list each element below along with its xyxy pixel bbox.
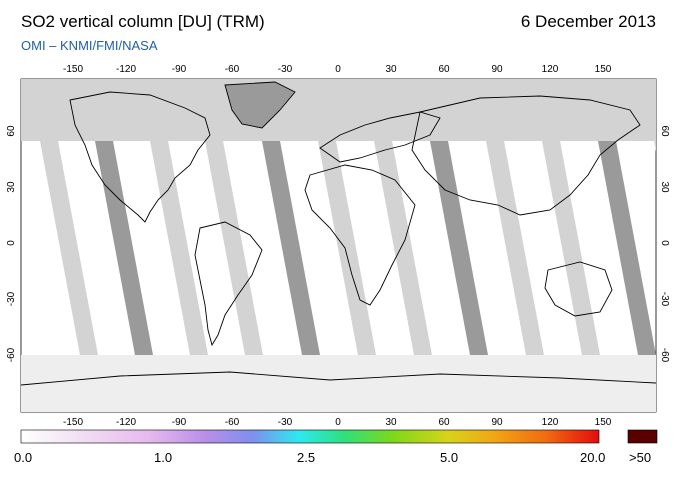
data-source-credit: OMI – KNMI/FMI/NASA — [21, 38, 158, 53]
lon-tick-bottom: 150 — [595, 417, 612, 428]
lon-tick-top: 30 — [385, 64, 397, 75]
colorbar-overflow-swatch — [627, 429, 658, 444]
lon-tick-bottom: 90 — [491, 417, 503, 428]
coastlines — [21, 81, 656, 386]
lat-tick-right: 60 — [659, 125, 670, 137]
antarctic-region — [21, 355, 656, 412]
orbit-gap-swath — [150, 141, 208, 355]
lat-tick-left: -30 — [6, 291, 17, 306]
longitude-ticks-bottom: -150 -120 -90 -60 -30 0 30 60 90 120 150 — [63, 417, 612, 428]
lon-tick-bottom: 30 — [385, 417, 397, 428]
lat-tick-right: -30 — [659, 292, 670, 307]
lon-tick-bottom: -60 — [225, 417, 240, 428]
map-date: 6 December 2013 — [520, 12, 656, 31]
lon-tick-bottom: -120 — [116, 417, 136, 428]
lon-tick-top: -120 — [116, 64, 136, 75]
lon-tick-bottom: 60 — [438, 417, 450, 428]
lon-tick-top: 150 — [595, 64, 612, 75]
lon-tick-bottom: -150 — [63, 417, 83, 428]
orbit-gap-swaths — [40, 141, 656, 355]
orbit-gap-swath — [486, 141, 544, 355]
australia-outline — [544, 261, 613, 317]
latitude-ticks-left: 60 30 0 -30 -60 — [6, 125, 17, 362]
orbit-gap-swath — [95, 141, 153, 355]
lat-tick-right: 0 — [659, 240, 670, 246]
lon-tick-top: -90 — [172, 64, 187, 75]
colorbar-label-20: 20.0 — [580, 450, 606, 465]
lon-tick-top: 0 — [335, 64, 341, 75]
asia-outline — [411, 95, 641, 216]
lon-tick-bottom: 120 — [542, 417, 559, 428]
greenland-outline — [224, 81, 296, 129]
orbit-gap-swath — [318, 141, 376, 355]
lat-tick-left: 30 — [6, 181, 17, 193]
lat-tick-left: -60 — [6, 347, 17, 362]
colorbar-label-1: 1.0 — [154, 450, 173, 465]
lon-tick-top: 60 — [438, 64, 450, 75]
colorbar-label-0: 0.0 — [14, 450, 33, 465]
orbit-gap-swath — [598, 141, 656, 355]
africa-outline — [304, 164, 416, 306]
lon-tick-top: 120 — [542, 64, 559, 75]
colorbar-label-2-5: 2.5 — [297, 450, 316, 465]
map-title: SO2 vertical column [DU] (TRM) — [21, 12, 265, 31]
lon-tick-top: -30 — [278, 64, 293, 75]
colorbar-label-5: 5.0 — [440, 450, 459, 465]
orbit-gap-swath — [654, 141, 656, 152]
arctic-no-data-region — [21, 79, 656, 141]
europe-outline — [319, 111, 441, 163]
lat-tick-right: -60 — [659, 348, 670, 363]
orbit-gap-swath — [542, 141, 600, 355]
latitude-ticks-right: 60 30 0 -30 -60 — [659, 125, 670, 362]
south-america-outline — [194, 221, 263, 347]
map-content — [21, 79, 656, 412]
longitude-ticks-top: -150 -120 -90 -60 -30 0 30 60 90 120 150 — [63, 64, 612, 75]
antarctica-outline — [21, 371, 656, 386]
orbit-gap-swath — [205, 141, 263, 355]
orbit-gap-swath — [430, 141, 488, 355]
lon-tick-top: -60 — [225, 64, 240, 75]
orbit-gap-swath — [374, 141, 432, 355]
lon-tick-top: -150 — [63, 64, 83, 75]
colorbar-gradient — [20, 429, 600, 444]
lon-tick-bottom: 0 — [335, 417, 341, 428]
colorbar-label-overflow: >50 — [629, 450, 652, 465]
lat-tick-right: 30 — [659, 181, 670, 193]
lat-tick-left: 0 — [6, 240, 17, 246]
lon-tick-bottom: -30 — [278, 417, 293, 428]
lon-tick-top: 90 — [491, 64, 503, 75]
orbit-gap-swath — [40, 141, 98, 355]
lon-tick-bottom: -90 — [172, 417, 187, 428]
lat-tick-left: 60 — [6, 125, 17, 137]
orbit-gap-swath — [262, 141, 320, 355]
north-america-outline — [69, 91, 211, 223]
